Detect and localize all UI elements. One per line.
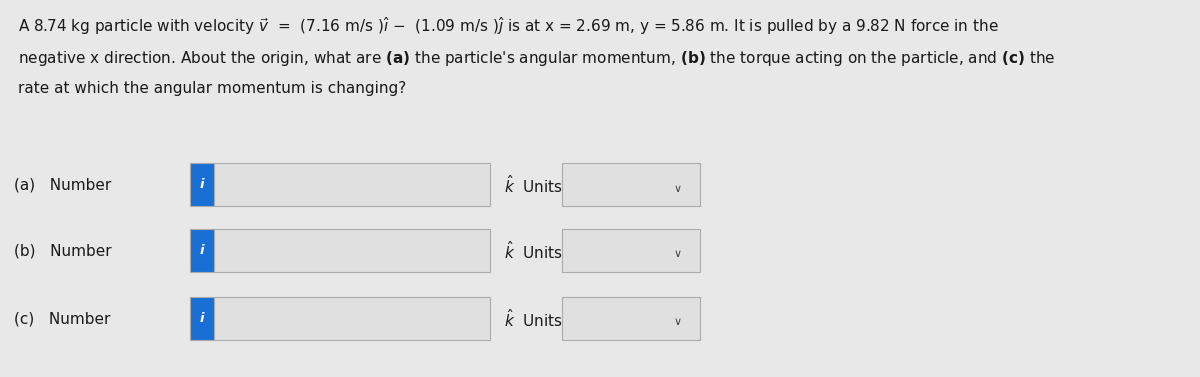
Text: negative x direction. About the origin, what are $\mathbf{(a)}$ the particle's a: negative x direction. About the origin, …: [18, 49, 1056, 68]
Text: i: i: [199, 178, 204, 191]
Text: rate at which the angular momentum is changing?: rate at which the angular momentum is ch…: [18, 81, 407, 96]
Text: (a)   Number: (a) Number: [14, 177, 112, 192]
Text: ∨: ∨: [674, 250, 682, 259]
Text: ∨: ∨: [674, 184, 682, 193]
Text: $\hat{k}$  Units: $\hat{k}$ Units: [504, 174, 563, 196]
Text: (c)   Number: (c) Number: [14, 311, 110, 326]
Text: $\hat{k}$  Units: $\hat{k}$ Units: [504, 240, 563, 262]
Text: (b)   Number: (b) Number: [14, 243, 112, 258]
Text: i: i: [199, 312, 204, 325]
Text: $\hat{k}$  Units: $\hat{k}$ Units: [504, 308, 563, 329]
Text: ∨: ∨: [674, 317, 682, 327]
Text: A 8.74 kg particle with velocity $\vec{v}$  =  (7.16 m/s )$\hat{\imath}$ $-$  (1: A 8.74 kg particle with velocity $\vec{v…: [18, 15, 998, 37]
Text: i: i: [199, 244, 204, 257]
